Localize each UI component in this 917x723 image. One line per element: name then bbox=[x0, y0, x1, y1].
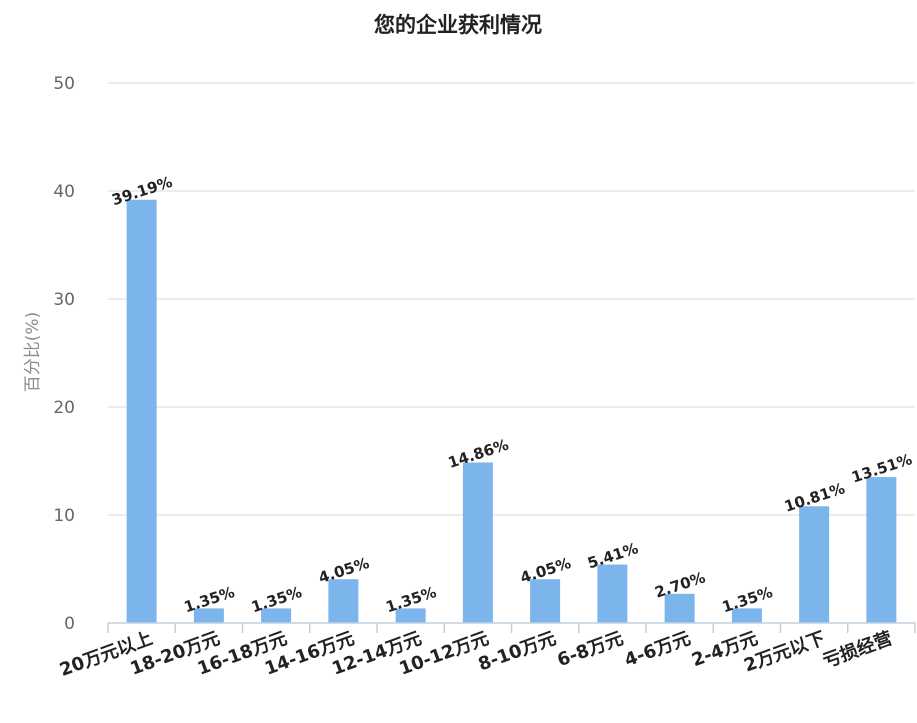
y-axis-label: 百分比(%) bbox=[23, 312, 43, 392]
x-axis-ticks: 20万元以上18-20万元16-18万元14-16万元12-14万元10-12万… bbox=[57, 627, 895, 681]
bar bbox=[126, 199, 157, 624]
bar bbox=[395, 608, 426, 623]
x-tick-label: 6-8万元 bbox=[555, 628, 627, 671]
bar bbox=[799, 506, 830, 623]
y-tick-label: 30 bbox=[53, 290, 75, 310]
gridlines bbox=[108, 82, 915, 516]
chart-title: 您的企业获利情况 bbox=[374, 13, 542, 37]
y-tick-label: 40 bbox=[53, 182, 75, 202]
bar bbox=[731, 608, 762, 623]
bar bbox=[328, 579, 359, 623]
bar bbox=[530, 579, 561, 623]
bar bbox=[261, 608, 292, 623]
bar bbox=[866, 477, 897, 623]
bars bbox=[126, 199, 897, 624]
y-tick-label: 10 bbox=[53, 506, 75, 526]
bar bbox=[597, 564, 628, 623]
data-labels: 39.19%1.35% 1.35%4.05%1.35%14.86%4.05% 5.4… bbox=[110, 173, 915, 616]
x-tick-label: 4-6万元 bbox=[622, 628, 694, 671]
bar bbox=[193, 608, 224, 623]
bar bbox=[462, 462, 493, 623]
x-tick-label: 亏损经营 bbox=[820, 627, 895, 672]
x-tick-label: 8-10万元 bbox=[475, 628, 558, 675]
x-axis bbox=[107, 622, 916, 633]
y-tick-label: 0 bbox=[64, 614, 75, 634]
y-tick-label: 50 bbox=[53, 74, 75, 94]
y-axis-ticks: 0 10 20 30 40 50 bbox=[53, 74, 75, 634]
y-tick-label: 20 bbox=[53, 398, 75, 418]
bar bbox=[664, 593, 695, 623]
